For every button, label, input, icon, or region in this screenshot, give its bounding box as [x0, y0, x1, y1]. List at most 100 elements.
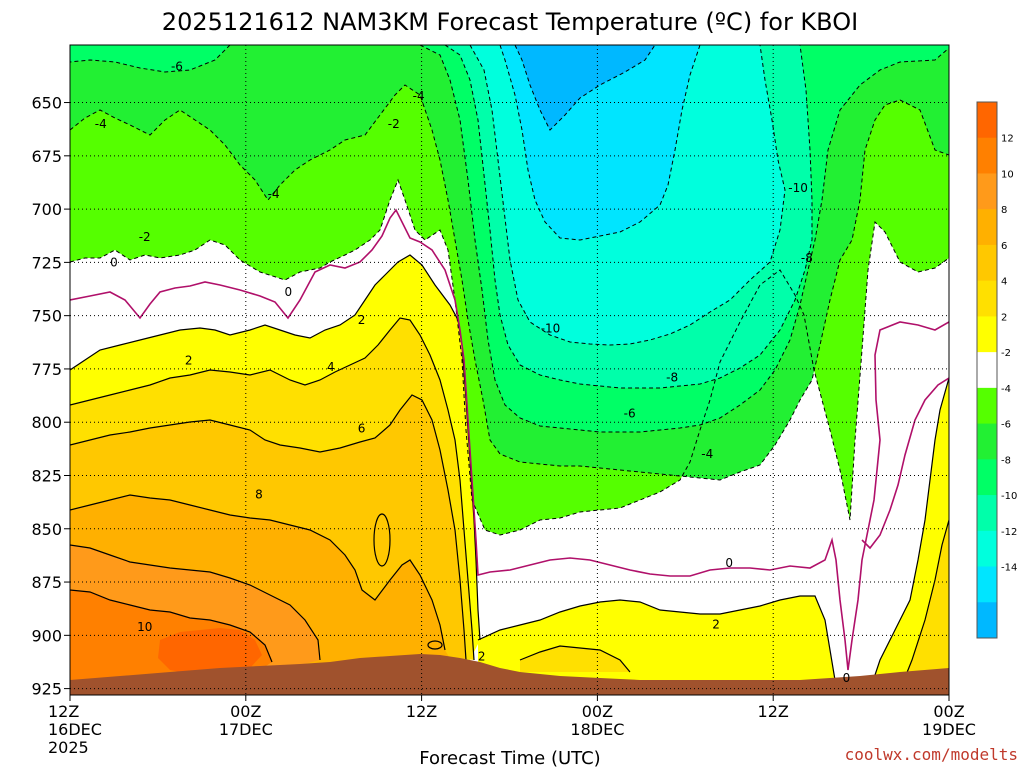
colorbar-swatch	[977, 423, 997, 460]
contour-label: -4	[701, 447, 713, 461]
field-region-4-6-right	[900, 520, 949, 690]
colorbar-label: 10	[1001, 169, 1014, 180]
y-tick-label: 925	[31, 680, 62, 699]
contour-line-minus8	[444, 45, 813, 389]
colorbar-swatch	[977, 602, 997, 639]
contour-line-8	[70, 494, 446, 651]
x-tick-label: 00Z	[582, 702, 613, 721]
contour-line-minus6-top	[70, 45, 231, 73]
contour-label: -10	[541, 321, 561, 335]
contour-label: 0	[110, 255, 118, 269]
contour-lines-solid	[70, 254, 949, 691]
contour-lines-dashed	[70, 45, 949, 536]
colorbar-swatch	[977, 530, 997, 568]
x-tick-label: 00Z	[230, 702, 261, 721]
contour-label: 4	[327, 360, 335, 374]
colorbar-label: -2	[1001, 348, 1011, 359]
contour-label: -4	[413, 89, 425, 103]
x-tick-label: 19DEC	[922, 720, 976, 739]
contour-label: 0	[843, 671, 851, 685]
contour-label: 2	[358, 313, 366, 327]
colorbar-swatch	[977, 244, 997, 282]
colorbar-swatch	[977, 495, 997, 532]
x-tick-label: 18DEC	[570, 720, 624, 739]
colorbar-label: 6	[1001, 241, 1007, 252]
colorbar-swatch	[977, 173, 997, 210]
contour-label: -6	[624, 407, 636, 421]
colorbar-label: -8	[1001, 455, 1011, 466]
contour-label: -4	[95, 117, 107, 131]
contour-line-10	[70, 544, 321, 661]
field-region-4-6-lower	[520, 646, 630, 672]
colorbar-label: 12	[1001, 134, 1014, 145]
contour-line-minus4	[70, 84, 949, 481]
contour-label: -8	[666, 370, 678, 384]
x-tick-label: 12Z	[48, 702, 79, 721]
plot-border	[69, 44, 950, 696]
x-tick-label: 00Z	[933, 702, 964, 721]
colorbar-border	[976, 101, 998, 639]
zero-line-right	[861, 377, 949, 550]
contour-label: -8	[801, 251, 813, 265]
contour-line-2	[70, 254, 481, 641]
x-tick-label: 12Z	[758, 702, 789, 721]
contour-line-6	[70, 394, 467, 661]
contour-label: 6	[358, 422, 366, 436]
y-tick-label: 900	[31, 626, 62, 645]
contour-line-2-right	[869, 377, 949, 691]
colorbar-label: 4	[1001, 277, 1007, 288]
colorbar-label: 2	[1001, 312, 1007, 323]
contour-labels: -6 -4 -4 -2 -4 -2 0 0 2 2 4 6 8 10 2 -10 -8 -6 -4 -10 -8 0 2 0	[95, 59, 850, 685]
contour-ring-tiny	[427, 640, 443, 650]
colorbar-swatch	[977, 387, 997, 425]
colorbar-label: -10	[1001, 491, 1017, 502]
y-tick-label: 725	[31, 253, 62, 272]
colorbar-label: -4	[1001, 384, 1011, 395]
contour-label: 0	[284, 285, 292, 299]
y-tick-label: 750	[31, 307, 62, 326]
grid-lines	[70, 45, 949, 695]
colorbar-swatch	[977, 102, 997, 139]
field-region-above-12-core	[158, 628, 262, 674]
chart-title: 2025121612 NAM3KM Forecast Temperature (…	[162, 8, 858, 36]
zero-line-upper	[70, 208, 949, 671]
colorbar-label: -14	[1001, 563, 1017, 574]
y-tick-label: 675	[31, 147, 62, 166]
temperature-field	[70, 45, 949, 695]
x-tick-label: 16DEC	[48, 720, 102, 739]
colorbar-label: -6	[1001, 420, 1011, 431]
contour-line-minus12	[499, 45, 701, 241]
contour-label: -2	[139, 230, 151, 244]
terrain-ground	[70, 654, 949, 695]
contour-line-4	[70, 317, 475, 661]
contour-label: 2	[478, 650, 486, 664]
contour-label: 8	[255, 488, 263, 502]
colorbar-swatch	[977, 566, 997, 603]
colorbar-swatch	[977, 459, 997, 496]
x-tick-label: 17DEC	[219, 720, 273, 739]
colorbar-swatch	[977, 352, 997, 389]
colorbar-label: 8	[1001, 205, 1007, 216]
colorbar: 12 10 8 6 4 2 -2 -4 -6 -8 -10 -12 -14	[976, 101, 1017, 639]
y-tick-label: 875	[31, 573, 62, 592]
y-tick-label: 850	[31, 520, 62, 539]
colorbar-swatch	[977, 280, 997, 317]
y-tick-label: 775	[31, 360, 62, 379]
colorbar-label: -12	[1001, 527, 1017, 538]
contour-label: 10	[137, 620, 152, 634]
x-tick-label: 12Z	[406, 702, 437, 721]
colorbar-swatch	[977, 316, 997, 353]
contour-line-2-lower	[477, 595, 836, 681]
colorbar-swatch	[977, 137, 997, 174]
contour-line-minus14	[514, 45, 656, 131]
contour-line-4-lower	[519, 645, 631, 673]
contour-line-minus10	[469, 45, 786, 346]
colorbar-swatch	[977, 209, 997, 246]
contour-label: -6	[171, 59, 183, 73]
y-tick-label: 650	[31, 94, 62, 113]
credit-text: coolwx.com/modelts	[845, 745, 1018, 764]
contour-label: 2	[185, 353, 193, 367]
freezing-isotherm	[70, 208, 949, 671]
contour-line-12	[70, 589, 273, 663]
